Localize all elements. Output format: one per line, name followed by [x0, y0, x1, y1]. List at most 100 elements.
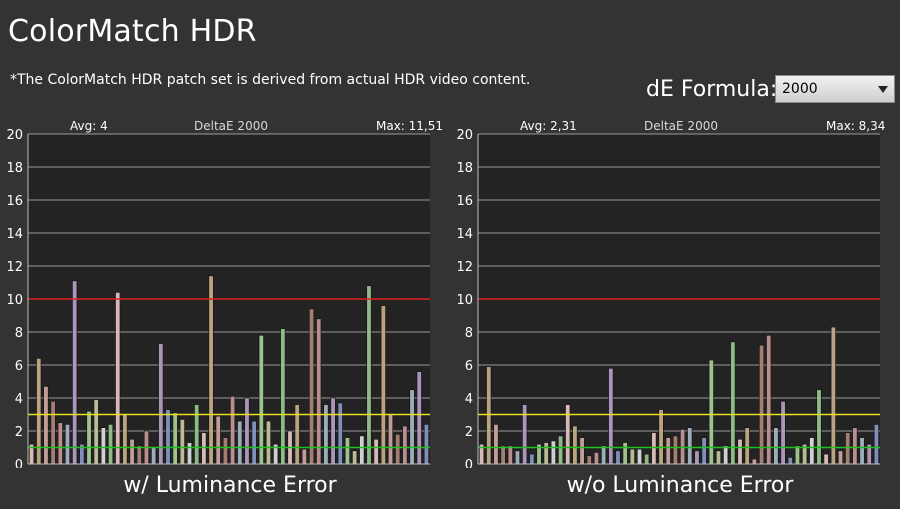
y-tick-label: 14 [456, 227, 473, 242]
bar [651, 432, 657, 465]
chart-caption-without-luminance: w/o Luminance Error [566, 473, 794, 498]
bar [687, 427, 693, 465]
bar [601, 445, 607, 465]
bar [57, 422, 63, 465]
y-tick-label: 0 [15, 458, 23, 468]
bar [737, 438, 743, 465]
bar [787, 457, 793, 465]
bar [680, 429, 686, 465]
bar [344, 437, 350, 465]
bar [658, 409, 664, 465]
page-title: ColorMatch HDR [8, 14, 257, 49]
bar [423, 424, 429, 465]
y-tick-label: 10 [6, 293, 23, 308]
bar [237, 420, 243, 465]
bar [593, 452, 599, 465]
bar [845, 432, 851, 465]
bar [493, 424, 499, 465]
bar [507, 445, 513, 465]
bar [172, 412, 178, 465]
bar [780, 400, 786, 465]
bar [529, 453, 535, 465]
bar [151, 447, 157, 465]
formula-select[interactable]: 2000 [775, 75, 895, 103]
bar [108, 424, 114, 465]
y-tick-label: 20 [456, 128, 473, 143]
bar [859, 437, 865, 465]
bar [816, 389, 822, 465]
bar [416, 371, 422, 465]
bar [194, 404, 200, 465]
bar [514, 450, 521, 465]
bar [636, 448, 643, 465]
y-tick-label: 4 [465, 392, 473, 407]
bar [852, 427, 858, 465]
bar [337, 402, 343, 465]
bar [100, 427, 106, 465]
patch-set-note: *The ColorMatch HDR patch set is derived… [10, 72, 531, 88]
bar [672, 435, 678, 465]
metric-label: DeltaE 2000 [194, 119, 268, 133]
bar [486, 366, 492, 465]
bar [708, 359, 714, 465]
bar [215, 415, 221, 465]
y-tick-label: 16 [456, 194, 473, 209]
y-tick-label: 8 [465, 326, 473, 341]
avg-label: Avg: 2,31 [520, 119, 577, 133]
bar [222, 437, 228, 465]
bar [759, 344, 765, 465]
bar [715, 450, 722, 465]
bar [366, 285, 372, 465]
bar [723, 445, 729, 465]
bar [837, 450, 844, 465]
bar [500, 445, 506, 465]
chevron-down-icon[interactable] [878, 86, 888, 93]
chart-caption-with-luminance: w/ Luminance Error [123, 473, 337, 498]
bar [294, 404, 300, 465]
bar [550, 440, 556, 465]
bar [558, 435, 564, 465]
bar [93, 399, 99, 465]
bar [694, 450, 700, 465]
bar [230, 396, 236, 465]
bar [579, 437, 585, 465]
y-tick-label: 2 [15, 425, 23, 440]
bar [258, 335, 264, 465]
y-tick-label: 10 [456, 293, 473, 308]
bar [615, 450, 621, 465]
bar [622, 442, 628, 465]
bar [629, 448, 635, 465]
bar [201, 432, 207, 465]
bar [543, 442, 549, 465]
bar [586, 455, 592, 465]
bar [701, 437, 707, 465]
bar [373, 438, 379, 465]
bar [136, 445, 142, 465]
bar [280, 328, 286, 465]
formula-label: dE Formula: [646, 77, 778, 102]
y-tick-label: 6 [15, 359, 23, 374]
bar [766, 335, 772, 465]
bar [380, 305, 386, 465]
y-tick-label: 2 [465, 425, 473, 440]
bar [186, 442, 193, 465]
bar [809, 437, 815, 465]
bar [72, 280, 78, 465]
bar [208, 275, 214, 465]
bar [316, 318, 322, 465]
bar [665, 437, 671, 465]
bar [352, 450, 358, 465]
bar [64, 424, 71, 465]
bar [323, 404, 329, 465]
y-tick-label: 0 [465, 458, 473, 468]
bar [301, 448, 307, 465]
bar [608, 368, 614, 465]
bar [794, 445, 800, 465]
bar [244, 397, 250, 465]
avg-label: Avg: 4 [70, 119, 108, 133]
bar [522, 404, 528, 465]
max-label: Max: 11,51 [376, 119, 443, 133]
y-tick-label: 20 [6, 128, 23, 143]
bar [730, 341, 736, 465]
y-tick-label: 12 [6, 260, 23, 275]
